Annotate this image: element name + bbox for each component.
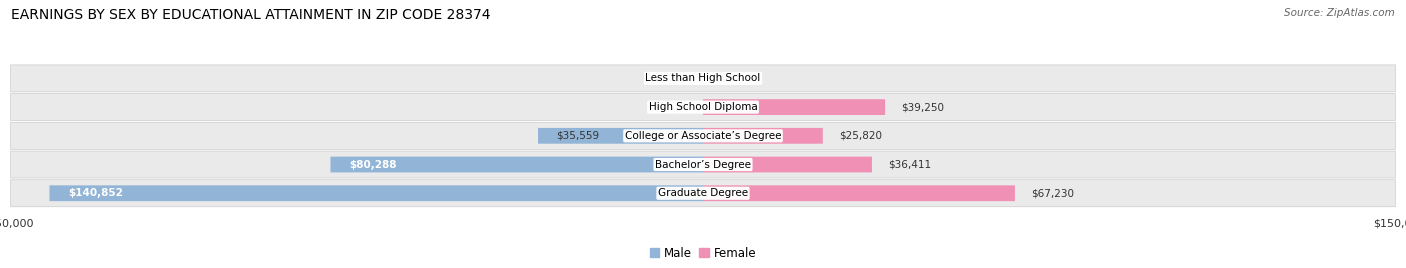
FancyBboxPatch shape: [330, 157, 703, 172]
FancyBboxPatch shape: [10, 65, 1396, 92]
FancyBboxPatch shape: [703, 128, 823, 144]
Text: Less than High School: Less than High School: [645, 73, 761, 83]
Text: Bachelor’s Degree: Bachelor’s Degree: [655, 159, 751, 170]
FancyBboxPatch shape: [49, 185, 703, 201]
Text: High School Diploma: High School Diploma: [648, 102, 758, 112]
Text: College or Associate’s Degree: College or Associate’s Degree: [624, 131, 782, 141]
Text: EARNINGS BY SEX BY EDUCATIONAL ATTAINMENT IN ZIP CODE 28374: EARNINGS BY SEX BY EDUCATIONAL ATTAINMEN…: [11, 8, 491, 22]
Text: $35,559: $35,559: [557, 131, 600, 141]
FancyBboxPatch shape: [538, 128, 703, 144]
FancyBboxPatch shape: [10, 151, 1396, 178]
FancyBboxPatch shape: [703, 185, 1015, 201]
Text: $0: $0: [673, 102, 686, 112]
Text: Graduate Degree: Graduate Degree: [658, 188, 748, 198]
Text: $67,230: $67,230: [1031, 188, 1074, 198]
Text: $36,411: $36,411: [889, 159, 931, 170]
Text: $140,852: $140,852: [67, 188, 122, 198]
Text: $39,250: $39,250: [901, 102, 945, 112]
FancyBboxPatch shape: [10, 94, 1396, 121]
FancyBboxPatch shape: [703, 99, 886, 115]
Text: Source: ZipAtlas.com: Source: ZipAtlas.com: [1284, 8, 1395, 18]
Text: $25,820: $25,820: [839, 131, 882, 141]
FancyBboxPatch shape: [10, 122, 1396, 149]
Text: $80,288: $80,288: [349, 159, 396, 170]
Text: $0: $0: [673, 73, 686, 83]
Legend: Male, Female: Male, Female: [645, 242, 761, 264]
Text: $0: $0: [720, 73, 733, 83]
FancyBboxPatch shape: [10, 180, 1396, 207]
FancyBboxPatch shape: [703, 157, 872, 172]
